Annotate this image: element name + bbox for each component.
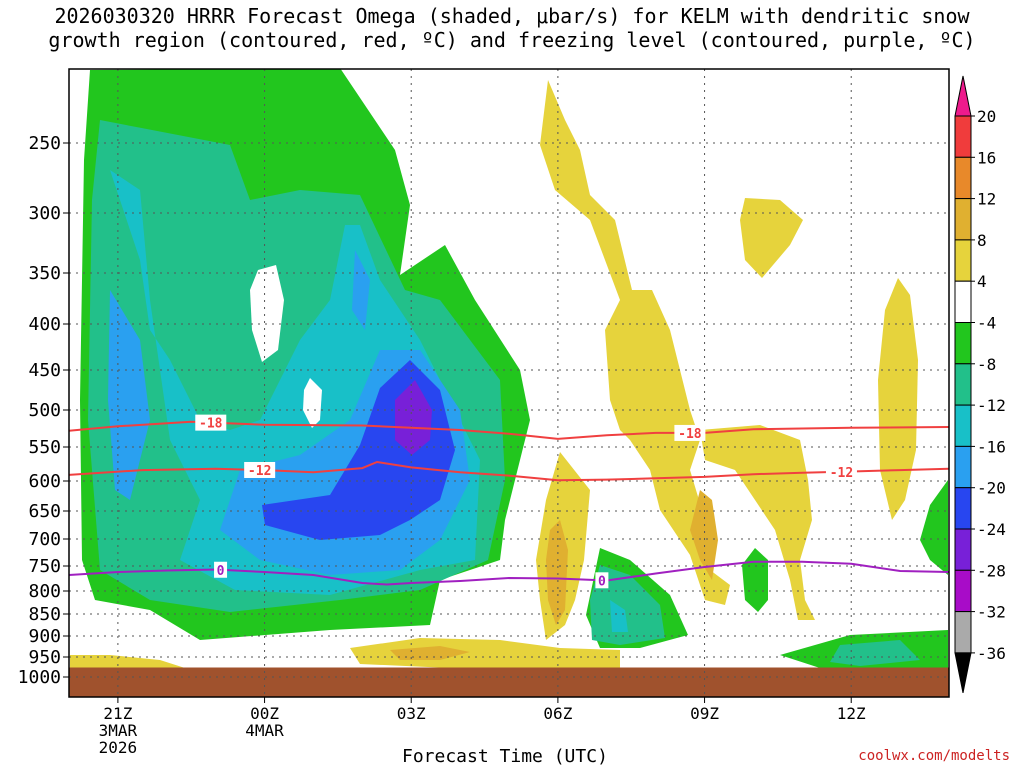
colorbar-label: -36 [977,644,1006,663]
x-tick-label: 06Z [543,704,572,723]
y-tick-label: 750 [28,556,61,577]
colorbar-label: 16 [977,148,996,167]
omega-region-orange-3 [390,646,470,660]
colorbar-label: -4 [977,314,996,333]
colorbar-label: -28 [977,561,1006,580]
plot-frame [68,68,950,698]
y-tick-label: 300 [28,203,61,224]
omega-region-purple [395,380,432,455]
omega-region-yellow-4 [878,278,918,520]
colorbar-swatch [954,198,972,241]
colorbar: 20 16 12 8 4 -4 -8 -12 -16 -20 -24 -28 -32 -36 [954,75,1006,693]
y-tick-label: 700 [28,529,61,550]
omega-region-yellow-1 [540,80,730,605]
ground-surface [68,667,950,698]
title-line-1: 2026030320 HRRR Forecast Omega (shaded, … [54,4,970,28]
y-tick-label: 950 [28,647,61,668]
x-tick-label: 12Z [837,704,866,723]
title-line-2: growth region (contoured, red, ºC) and f… [48,28,976,52]
x-tick-label: 3MAR [99,721,138,740]
omega-region-yellow-3 [740,198,803,278]
omega-region-small-green-1 [742,548,768,612]
contour-label-bg [674,424,706,441]
omega-region-yellow-7 [70,655,185,668]
y-tick-label: 800 [28,581,61,602]
x-tick-label: 21Z [103,704,132,723]
x-tick-label: 00Z [250,704,279,723]
y-tick-label: 650 [28,501,61,522]
omega-region-orange-1 [546,520,568,625]
colorbar-label: 20 [977,107,996,126]
colorbar-swatch [954,363,972,406]
chart-title: 2026030320 HRRR Forecast Omega (shaded, … [0,4,1024,52]
colorbar-label: -32 [977,603,1006,622]
omega-region-yellow-6 [350,638,620,670]
colorbar-swatch [954,611,972,654]
y-tick-label: 600 [28,471,61,492]
x-tick-label: 09Z [690,704,719,723]
y-tick-label: 250 [28,133,61,154]
y-tick-label: 1000 [18,667,61,688]
x-axis-label: Forecast Time (UTC) [402,746,608,767]
colorbar-bottom-arrow [954,652,972,693]
colorbar-top-arrow [954,75,972,117]
contour-label-bg [595,572,609,589]
colorbar-swatch [954,445,972,489]
y-tick-label: 900 [28,626,61,647]
contour-label-bg [195,414,227,431]
contours: -18 -18 -12 -12 0 0 [69,414,949,589]
y-tick-label: 450 [28,360,61,381]
contour-label-bg [214,561,228,578]
omega-region-orange-2 [690,490,718,580]
colorbar-swatch [954,115,972,158]
contour-label: -12 [830,466,853,481]
omega-region-small-teal [830,640,920,666]
omega-region-lower-right-cyan [610,600,628,632]
y-axis: 2503003504004505005506006507007508008509… [18,133,69,688]
colorbar-label: -16 [977,437,1006,456]
colorbar-swatch [954,322,972,365]
contour-label: -12 [248,464,271,479]
colorbar-label: 12 [977,190,996,209]
omega-region-hole-2 [303,378,322,428]
colorbar-label: 4 [977,272,987,291]
colorbar-label: -20 [977,479,1006,498]
colorbar-swatch [954,280,972,324]
y-tick-label: 550 [28,437,61,458]
colorbar-label: -12 [977,396,1006,415]
x-tick-label: 4MAR [245,721,284,740]
omega-region-edge-green [920,480,948,575]
omega-shading [70,69,948,670]
y-tick-label: 850 [28,604,61,625]
colorbar-swatch [954,487,972,530]
colorbar-swatch [954,156,972,200]
colorbar-swatch [954,404,972,447]
contour-label-bg [825,463,857,480]
y-tick-label: 500 [28,400,61,421]
contour-label: 0 [598,574,606,589]
credit-text: coolwx.com/modelts [858,748,1010,764]
contour-label: 0 [217,564,225,579]
colorbar-swatch [954,569,972,613]
contour-label-bg [244,461,276,478]
y-tick-label: 400 [28,314,61,335]
y-tick-label: 350 [28,263,61,284]
colorbar-label: -8 [977,355,996,374]
contour-label: -18 [678,427,702,442]
colorbar-swatch [954,239,972,282]
colorbar-label: 8 [977,231,987,250]
colorbar-swatch [954,528,972,571]
contour-label: -18 [199,417,223,432]
omega-region-hole-1 [250,265,284,362]
x-tick-label: 03Z [397,704,426,723]
colorbar-label: -24 [977,520,1006,539]
omega-region-lower-right-teal [590,565,665,645]
x-tick-label: 2026 [99,738,138,757]
